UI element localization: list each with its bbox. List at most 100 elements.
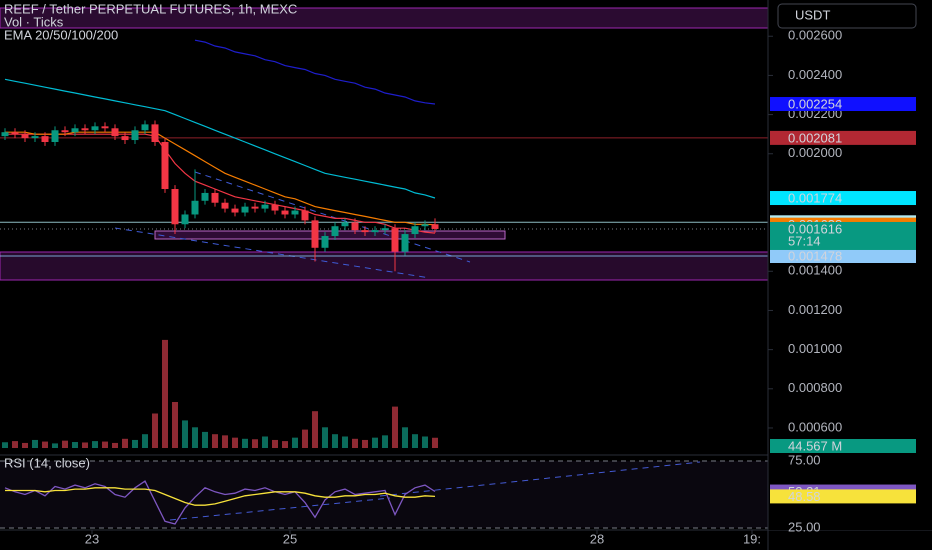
- rsi-line: [5, 487, 436, 506]
- rsi-tick-label: 25.00: [788, 519, 821, 534]
- x-tick-label: 28: [590, 531, 604, 546]
- ema-line: [4, 78, 436, 199]
- x-tick-label: 19:: [743, 531, 761, 546]
- volume-bar: [162, 339, 168, 448]
- candle-body: [1, 132, 9, 137]
- volume-bar: [212, 434, 218, 448]
- y-tick-label: 0.000800: [788, 380, 842, 395]
- volume-bar: [372, 437, 378, 448]
- volume-bar: [122, 438, 128, 448]
- candle-body: [421, 224, 429, 227]
- candle-body: [11, 132, 19, 135]
- candle-body: [71, 128, 79, 133]
- candle-body: [81, 128, 89, 131]
- y-tick-label: 0.001400: [788, 263, 842, 278]
- volume-bar: [142, 434, 148, 448]
- candle-body: [91, 126, 99, 131]
- ema-line: [5, 133, 436, 234]
- trend-line: [114, 227, 431, 279]
- candle-body: [101, 126, 109, 129]
- volume-bar: [322, 427, 328, 448]
- candle-body: [231, 208, 239, 213]
- volume-bar: [222, 435, 228, 448]
- volume-bar: [82, 442, 88, 448]
- rsi-legend: RSI (14, close): [4, 455, 90, 470]
- candle-body: [181, 214, 189, 225]
- candle-body: [221, 202, 229, 209]
- candle-body: [411, 226, 419, 235]
- volume-bar: [252, 439, 258, 448]
- axis-labels: 0.0026000.0024000.0022000.0020000.001400…: [768, 28, 916, 534]
- volume-bar: [172, 402, 178, 448]
- candle-body: [141, 124, 149, 131]
- volume-bar: [12, 441, 18, 448]
- volume-bar: [232, 437, 238, 448]
- currency-button[interactable]: [777, 3, 917, 29]
- price-label-bg: [770, 130, 916, 145]
- y-tick-label: 0.001000: [788, 341, 842, 356]
- volume-bar: [312, 411, 318, 448]
- trend-line: [194, 171, 471, 263]
- volume-bar: [272, 439, 278, 448]
- candle-body: [281, 210, 289, 215]
- volume-bar: [112, 442, 118, 448]
- y-tick-label: 0.002400: [788, 67, 842, 82]
- candle-body: [311, 220, 319, 248]
- volume-bar: [422, 436, 428, 448]
- candle-body: [251, 206, 259, 209]
- y-tick-label: 0.001200: [788, 302, 842, 317]
- last-price-bg: [770, 221, 916, 250]
- rsi-line: [4, 480, 436, 525]
- zone-box: [154, 230, 506, 240]
- currency-label[interactable]: USDT: [795, 7, 830, 22]
- candle-body: [301, 210, 309, 221]
- x-tick-label: 23: [85, 531, 99, 546]
- trend-line: [379, 461, 701, 497]
- candle-body: [431, 224, 439, 229]
- candle-body: [351, 222, 359, 231]
- price-label-bg: [770, 97, 916, 112]
- candle-body: [31, 136, 39, 139]
- ema-legend: EMA 20/50/100/200: [4, 27, 118, 42]
- candle-body: [241, 206, 249, 213]
- price-label: 0.001478: [788, 248, 842, 263]
- volume-bar: [332, 434, 338, 448]
- volume-bar: [302, 429, 308, 448]
- volume-bar: [362, 439, 368, 448]
- candle-body: [161, 142, 169, 190]
- candle-body: [361, 230, 369, 233]
- trend-line: [169, 497, 391, 521]
- volume-bar: [402, 427, 408, 448]
- candle-body: [331, 226, 339, 237]
- volume-legend: Vol · Ticks: [4, 14, 64, 29]
- price-label: 0.001774: [788, 190, 842, 205]
- candle-body: [401, 234, 409, 252]
- candle-body: [191, 200, 199, 215]
- last-price-label: 0.001616: [788, 221, 842, 236]
- volume-bar: [52, 443, 58, 448]
- volume-bar: [262, 436, 268, 448]
- volume-bar: [382, 435, 388, 448]
- ema-line: [194, 39, 436, 105]
- volume-bar: [242, 438, 248, 448]
- candle-body: [271, 204, 279, 211]
- volume-bar: [132, 439, 138, 448]
- volume-label: 44.567 M: [788, 438, 842, 453]
- volume-bar: [292, 437, 298, 448]
- volume-bar: [282, 441, 288, 448]
- volume-bar: [102, 441, 108, 448]
- volume-bar: [412, 434, 418, 448]
- candle-body: [41, 136, 49, 143]
- symbol-title: REEF / Tether PERPETUAL FUTURES, 1h, MEX…: [4, 1, 297, 16]
- y-tick-label: 0.002600: [788, 28, 842, 43]
- candle-body: [391, 228, 399, 252]
- y-tick-label: 0.000600: [788, 419, 842, 434]
- volume-bar: [182, 420, 188, 448]
- volume-bar: [22, 442, 28, 448]
- countdown-label: 57:14: [788, 233, 821, 248]
- price-label-bg: [770, 191, 916, 206]
- candle-body: [381, 228, 389, 231]
- price-label: 0.002254: [788, 96, 842, 111]
- candle-body: [291, 210, 299, 215]
- price-label: 0.002081: [788, 130, 842, 145]
